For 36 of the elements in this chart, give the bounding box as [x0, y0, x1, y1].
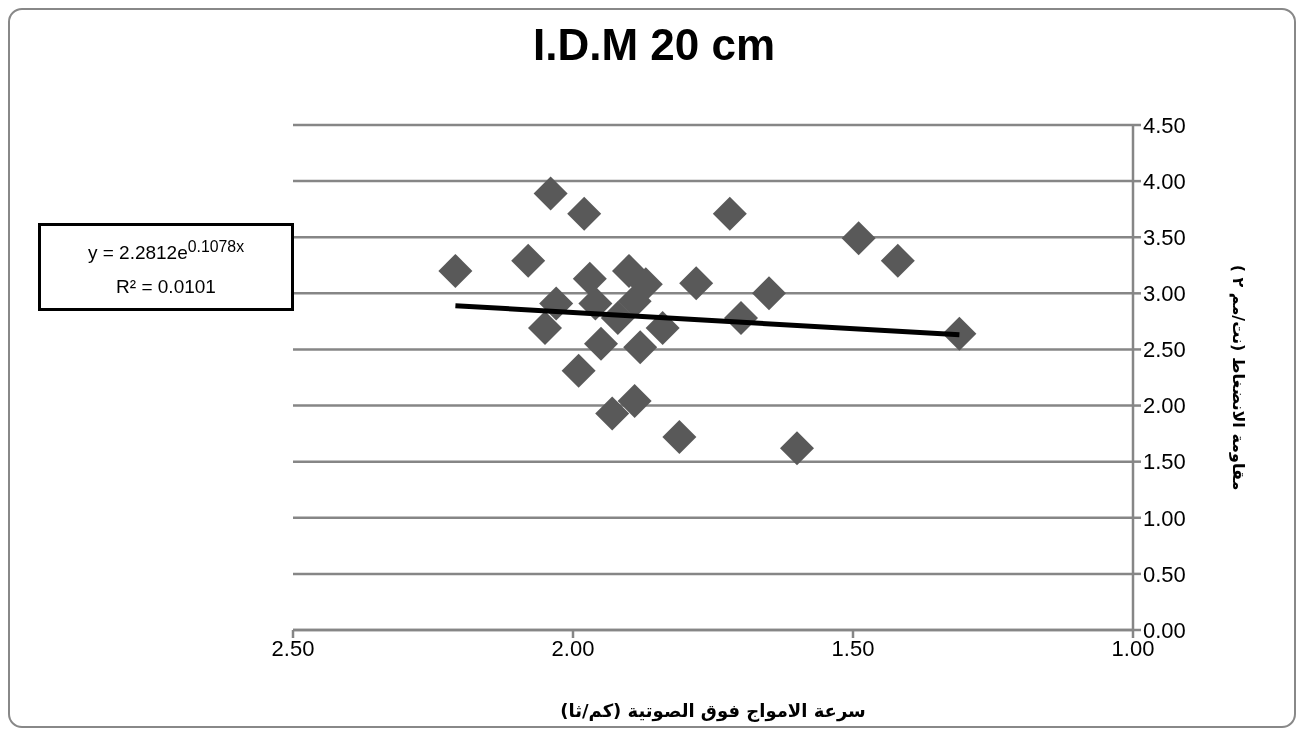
y-tick-label: 1.50: [1143, 449, 1186, 475]
point: [572, 261, 607, 296]
x-tick-label: 2.50: [271, 635, 315, 661]
point: [528, 311, 562, 346]
point: [662, 419, 697, 454]
point: [511, 243, 546, 278]
y-tick-label: 2.00: [1143, 393, 1186, 419]
y-tick-label: 3.50: [1143, 225, 1186, 251]
x-axis-title: سرعة الامواج فوق الصوتية (كم/ثا): [559, 700, 867, 721]
point: [612, 253, 646, 288]
y-tick-label: 3.00: [1143, 281, 1186, 307]
x-tick-label: 2.00: [551, 635, 595, 661]
point: [780, 431, 814, 466]
text: y = 2.2812e$^{0.1078x}$: [86, 237, 246, 266]
y-tick-label: 1.00: [1143, 505, 1186, 531]
point: [752, 276, 786, 311]
point: [595, 396, 630, 431]
point: [623, 330, 658, 365]
point: [438, 253, 473, 288]
point: [880, 243, 915, 278]
y-tick-label: 0.50: [1143, 561, 1186, 587]
chart-title: I.D.M 20 cm: [531, 20, 777, 70]
point: [584, 326, 618, 361]
y-tick-label: 4.00: [1143, 168, 1186, 194]
y-tick-label: 4.50: [1143, 112, 1186, 138]
y-axis-title: مقاومة الانضغاط (نت/مم ٢ ): [1229, 264, 1248, 491]
point: [679, 266, 714, 301]
y-tick-label: 2.50: [1143, 337, 1186, 363]
point: [533, 176, 568, 211]
x-tick-label: 1.50: [831, 635, 875, 661]
point: [617, 384, 652, 419]
point: [841, 221, 876, 256]
point: [561, 353, 596, 388]
point: [712, 196, 747, 231]
point: [567, 196, 602, 231]
text: R² = 0.0101: [115, 275, 217, 300]
